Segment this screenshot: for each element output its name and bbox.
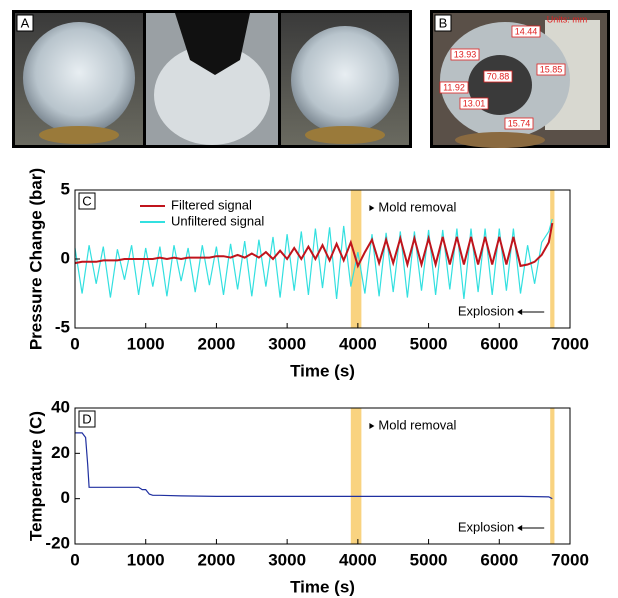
panel-label-box (78, 410, 96, 428)
y-axis-label: Temperature (C) (26, 411, 45, 541)
x-tick-label: 5000 (410, 550, 448, 569)
panel-label: D (82, 411, 91, 426)
panel-label-box (78, 192, 96, 210)
x-tick-label: 1000 (127, 550, 165, 569)
y-tick-label: 0 (61, 248, 70, 267)
annotation-arrow (369, 205, 375, 211)
x-tick-label: 1000 (127, 334, 165, 353)
data-line (75, 432, 553, 500)
photo-a: A (12, 10, 412, 148)
x-tick-label: 6000 (480, 334, 518, 353)
stand (305, 126, 385, 144)
data-line (74, 222, 554, 269)
x-tick-label: 4000 (339, 334, 377, 353)
ice-sphere (23, 22, 135, 134)
x-tick-label: 4000 (339, 550, 377, 569)
measurement: 70.88 (487, 71, 510, 81)
x-axis-label: Time (s) (290, 361, 355, 380)
panel-label-box (434, 14, 452, 32)
x-tick-label: 0 (70, 550, 79, 569)
x-tick-label: 7000 (551, 550, 589, 569)
x-tick-label: 6000 (480, 550, 518, 569)
annotation: Explosion (458, 303, 514, 318)
measurement: 15.85 (540, 64, 563, 74)
x-tick-label: 2000 (198, 334, 236, 353)
x-tick-label: 3000 (268, 334, 306, 353)
x-axis-label: Time (s) (290, 577, 355, 596)
stand (39, 126, 119, 144)
annotation-arrow (369, 423, 375, 429)
highlight-band (350, 408, 362, 544)
panel-label-box (16, 14, 34, 32)
measure-box (511, 25, 541, 38)
annotation-arrow (517, 309, 523, 315)
data-line (74, 218, 553, 300)
x-tick-label: 7000 (551, 334, 589, 353)
y-tick-label: 5 (61, 179, 70, 198)
legend-label: Filtered signal (171, 197, 252, 212)
plot-frame (74, 407, 571, 545)
ice-sphere (291, 26, 399, 134)
cavity (175, 13, 250, 75)
measure-box (450, 48, 480, 61)
measure-box (504, 117, 534, 130)
units-label: Units: mm (547, 14, 588, 24)
measure-box (536, 63, 566, 76)
measurement: 15.74 (508, 118, 531, 128)
measure-box (439, 81, 469, 94)
measure-box (459, 97, 489, 110)
panel-label: A (21, 15, 30, 30)
x-tick-label: 5000 (410, 334, 448, 353)
y-tick-label: 20 (51, 443, 70, 462)
measurement: 13.01 (463, 98, 486, 108)
y-tick-label: -20 (45, 533, 70, 552)
measurement: 13.93 (454, 49, 477, 59)
highlight-band (550, 408, 555, 544)
y-tick-label: 40 (51, 397, 70, 416)
measurement: 14.44 (515, 26, 538, 36)
measure-box (483, 70, 513, 83)
y-tick-label: -5 (55, 317, 70, 336)
ice-sphere (154, 45, 270, 145)
annotation: Mold removal (378, 199, 456, 214)
photo-b: B Units: mm 14.44 13.93 15.85 70.88 11.9… (430, 10, 610, 148)
x-tick-label: 3000 (268, 550, 306, 569)
legend-label: Unfiltered signal (171, 213, 264, 228)
panel-label: C (82, 193, 91, 208)
plot-area (75, 408, 570, 544)
annotation: Mold removal (378, 417, 456, 432)
annotation-arrow (517, 525, 523, 531)
annotation: Explosion (458, 519, 514, 534)
highlight-band (550, 190, 555, 328)
y-axis-label: Pressure Change (bar) (26, 168, 45, 350)
panel-label: B (439, 15, 448, 30)
measurement: 11.92 (443, 82, 465, 92)
x-tick-label: 0 (70, 334, 79, 353)
cork (455, 132, 545, 148)
x-tick-label: 2000 (198, 550, 236, 569)
y-tick-label: 0 (61, 488, 70, 507)
